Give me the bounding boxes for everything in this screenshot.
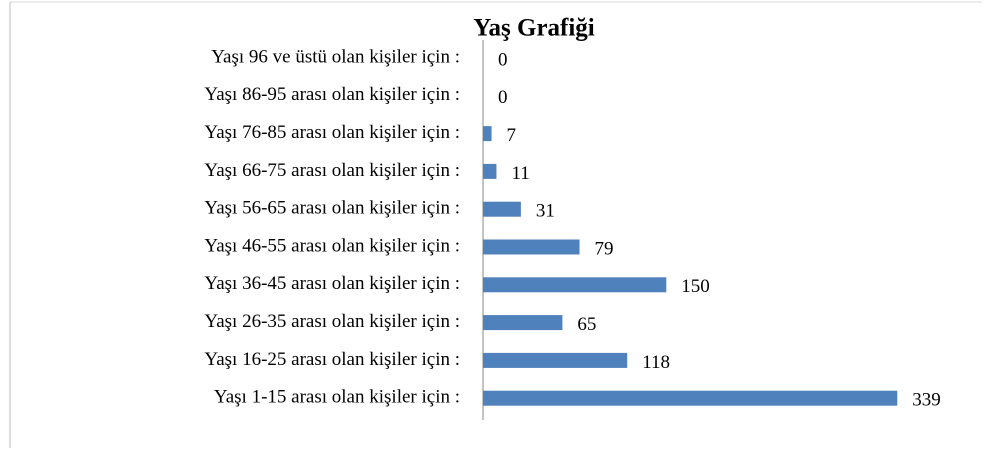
y-tick-label: Yaşı 66-75 arası olan kişiler için : xyxy=(204,160,460,181)
chart-title: Yaş Grafiği xyxy=(473,15,595,42)
data-label: 65 xyxy=(577,314,596,335)
bar xyxy=(483,201,521,217)
data-label: 11 xyxy=(511,163,529,184)
bar xyxy=(483,390,898,406)
y-tick-label: Yaşı 1-15 arası olan kişiler için : xyxy=(214,387,460,408)
y-tick-label: Yaşı 76-85 arası olan kişiler için : xyxy=(204,122,460,143)
y-tick-label: Yaşı 36-45 arası olan kişiler için : xyxy=(204,273,460,294)
data-label: 0 xyxy=(498,49,508,70)
y-tick-label: Yaşı 46-55 arası olan kişiler için : xyxy=(204,235,460,256)
bar xyxy=(483,163,497,179)
data-label: 0 xyxy=(498,87,508,108)
data-label: 79 xyxy=(595,238,614,259)
bar xyxy=(483,239,580,255)
data-label: 118 xyxy=(642,352,670,373)
bar xyxy=(483,315,563,331)
data-label: 339 xyxy=(912,390,941,411)
y-tick-label: Yaşı 86-95 arası olan kişiler için : xyxy=(204,84,460,105)
data-label: 7 xyxy=(507,125,516,146)
data-label: 150 xyxy=(681,276,710,297)
data-label: 31 xyxy=(536,201,555,222)
bar xyxy=(483,277,667,293)
bar xyxy=(483,352,628,368)
y-tick-label: Yaşı 26-35 arası olan kişiler için : xyxy=(204,311,460,332)
y-tick-label: Yaşı 96 ve üstü olan kişiler için : xyxy=(211,46,460,67)
y-tick-label: Yaşı 16-25 arası olan kişiler için : xyxy=(204,349,460,370)
y-tick-label: Yaşı 56-65 arası olan kişiler için : xyxy=(204,198,460,219)
bar xyxy=(483,126,492,142)
